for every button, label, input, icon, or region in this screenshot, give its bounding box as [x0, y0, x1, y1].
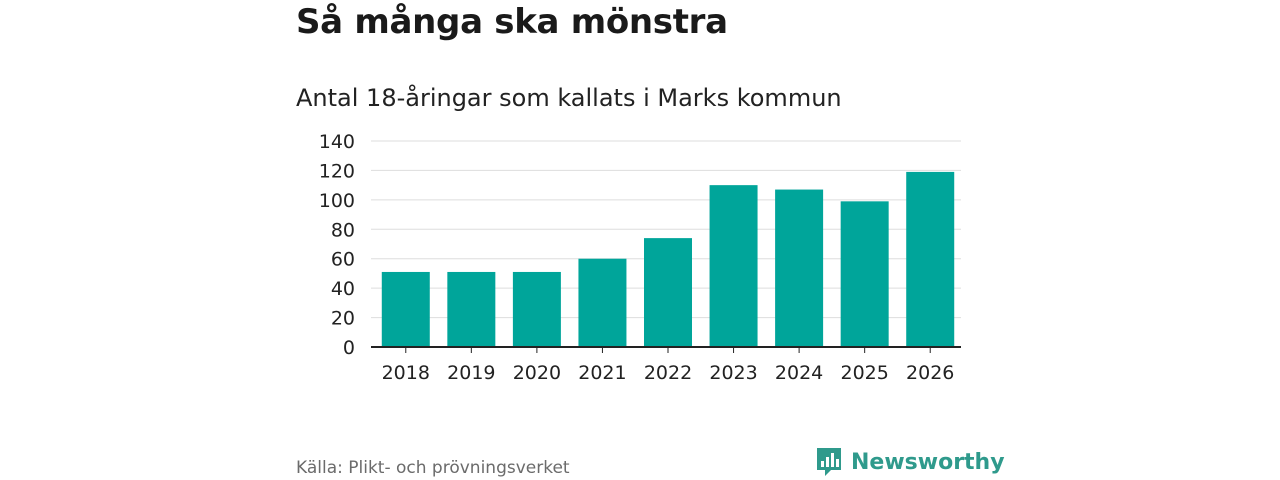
x-tick-label: 2019: [447, 362, 495, 384]
bar-2020: [512, 271, 561, 347]
axes: 0 20 40 60 80 100 120 140 2018 2019 2020 2021 2022 20…: [319, 131, 961, 384]
x-tick-label: 2026: [906, 362, 954, 384]
x-tick-label: 2021: [578, 362, 626, 384]
bar-2022: [644, 238, 692, 347]
brand-name: Newsworthy: [851, 449, 1005, 475]
x-tick-label: 2024: [775, 362, 823, 384]
bar-2021: [578, 258, 627, 347]
x-tick-label: 2020: [513, 362, 561, 384]
y-tick-label: 120: [319, 160, 355, 182]
bar-2026: [906, 171, 955, 347]
bar-2024: [775, 189, 824, 347]
chart-subtitle: Antal 18-åringar som kallats i Marks kom…: [296, 84, 842, 112]
x-tick-label: 2022: [644, 362, 692, 384]
y-tick-label: 140: [319, 131, 355, 153]
newsworthy-logo[interactable]: Newsworthy: [815, 446, 1005, 478]
y-tick-label: 100: [319, 190, 355, 212]
bar-2018: [381, 271, 430, 347]
bar-2025: [840, 201, 889, 347]
y-tick-label: 20: [331, 308, 355, 330]
chart-title: Så många ska mönstra: [296, 2, 728, 42]
y-tick-label: 80: [331, 219, 355, 241]
y-tick-label: 40: [331, 278, 355, 300]
newsworthy-chart-icon: [817, 448, 841, 476]
bar-2023: [709, 185, 758, 347]
y-tick-label: 60: [331, 249, 355, 271]
bar-2019: [447, 271, 496, 347]
bar-chart: 0 20 40 60 80 100 120 140 2018 2019 2020 2021 2022 20…: [319, 131, 961, 384]
x-tick-label: 2025: [840, 362, 888, 384]
source-note: Källa: Plikt- och prövningsverket: [296, 458, 570, 478]
bars: [381, 171, 955, 347]
x-tick-label: 2018: [382, 362, 430, 384]
x-tick-label: 2023: [709, 362, 757, 384]
y-tick-label: 0: [343, 337, 355, 359]
